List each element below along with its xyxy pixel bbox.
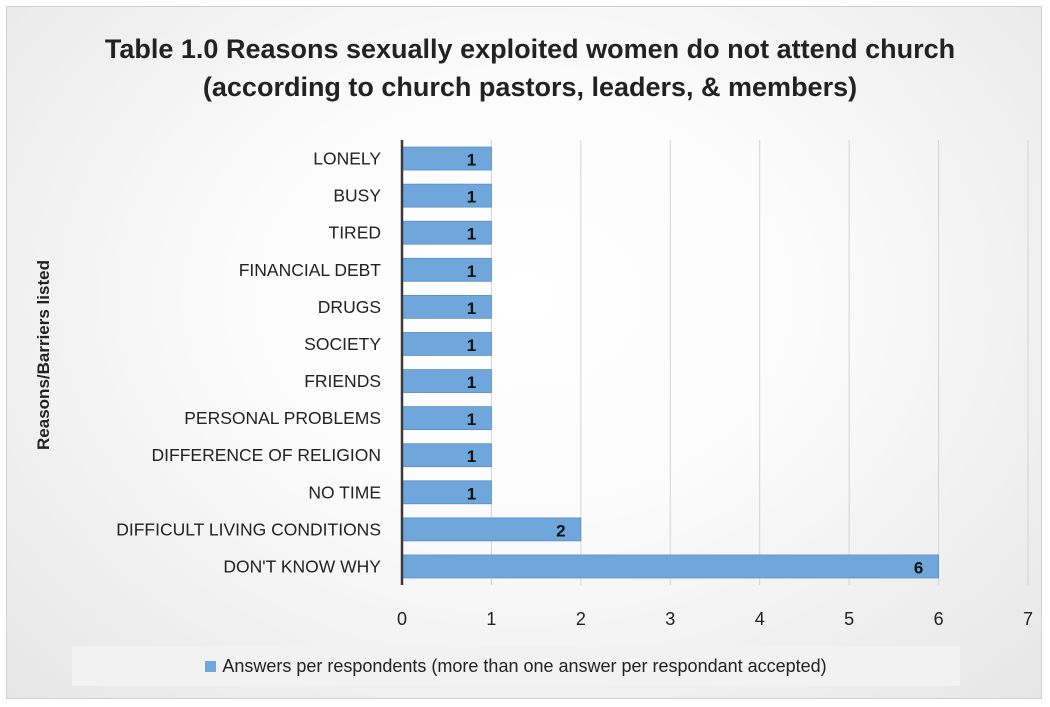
bar: [401, 220, 492, 245]
chart-title: Table 1.0 Reasons sexually exploited wom…: [104, 34, 956, 102]
category-label: DON'T KNOW WHY: [223, 556, 381, 576]
x-tick-label: 3: [665, 609, 675, 629]
x-tick-label: 1: [486, 609, 496, 629]
x-tick-labels: 0 1 2 3 4 5 6 7: [397, 609, 1033, 629]
x-tick-label: 5: [844, 609, 854, 629]
bar: [401, 332, 492, 356]
category-label: BUSY: [333, 186, 381, 206]
category-label: FINANCIAL DEBT: [239, 260, 382, 280]
value-label: 1: [467, 188, 476, 207]
x-tick-label: 7: [1023, 609, 1033, 629]
value-label: 1: [467, 484, 476, 503]
bar: [401, 257, 492, 282]
bar: [401, 406, 492, 431]
bar: [401, 480, 492, 505]
value-label: 1: [467, 410, 476, 429]
legend: Answers per respondents (more than one a…: [72, 646, 960, 686]
legend-swatch: [205, 660, 217, 672]
bar: [401, 554, 939, 579]
category-label: SOCIETY: [304, 334, 381, 354]
bar: [401, 517, 582, 542]
value-label: 1: [467, 225, 476, 244]
value-label: 1: [467, 447, 476, 466]
category-label: FRIENDS: [304, 371, 381, 391]
value-label: 1: [467, 299, 476, 318]
bar: [401, 369, 492, 393]
bar: [401, 146, 492, 171]
bar: [401, 443, 492, 468]
category-labels: LONELY BUSY TIRED FINANCIAL DEBT DRUGS SOCIET…: [116, 149, 381, 577]
category-label: DIFFERENCE OF RELIGION: [152, 445, 381, 465]
category-label: DIFFICULT LIVING CONDITIONS: [116, 519, 381, 539]
chart-frame: [6, 6, 1042, 699]
bar: [401, 294, 492, 319]
value-label: 1: [467, 373, 476, 392]
x-tick-label: 2: [576, 609, 586, 629]
value-label: 1: [467, 151, 476, 170]
value-label: 2: [556, 521, 565, 540]
category-label: TIRED: [329, 223, 382, 243]
legend-label: Answers per respondents (more than one a…: [222, 655, 827, 676]
value-label: 1: [467, 336, 476, 355]
value-label: 6: [914, 558, 923, 577]
x-tick-label: 0: [397, 609, 407, 629]
grid-lines: [490, 140, 1029, 585]
category-label: LONELY: [313, 149, 381, 169]
value-label: 1: [467, 262, 476, 281]
category-label: DRUGS: [318, 297, 381, 317]
value-labels: 1 1 1 1 1 1 1 1 1 1 2 6: [467, 151, 924, 578]
bars: [401, 146, 939, 579]
x-tick-label: 6: [934, 609, 944, 629]
bar: [401, 183, 492, 208]
category-label: PERSONAL PROBLEMS: [184, 408, 381, 428]
x-tick-label: 4: [755, 609, 765, 629]
category-label: NO TIME: [308, 482, 381, 502]
